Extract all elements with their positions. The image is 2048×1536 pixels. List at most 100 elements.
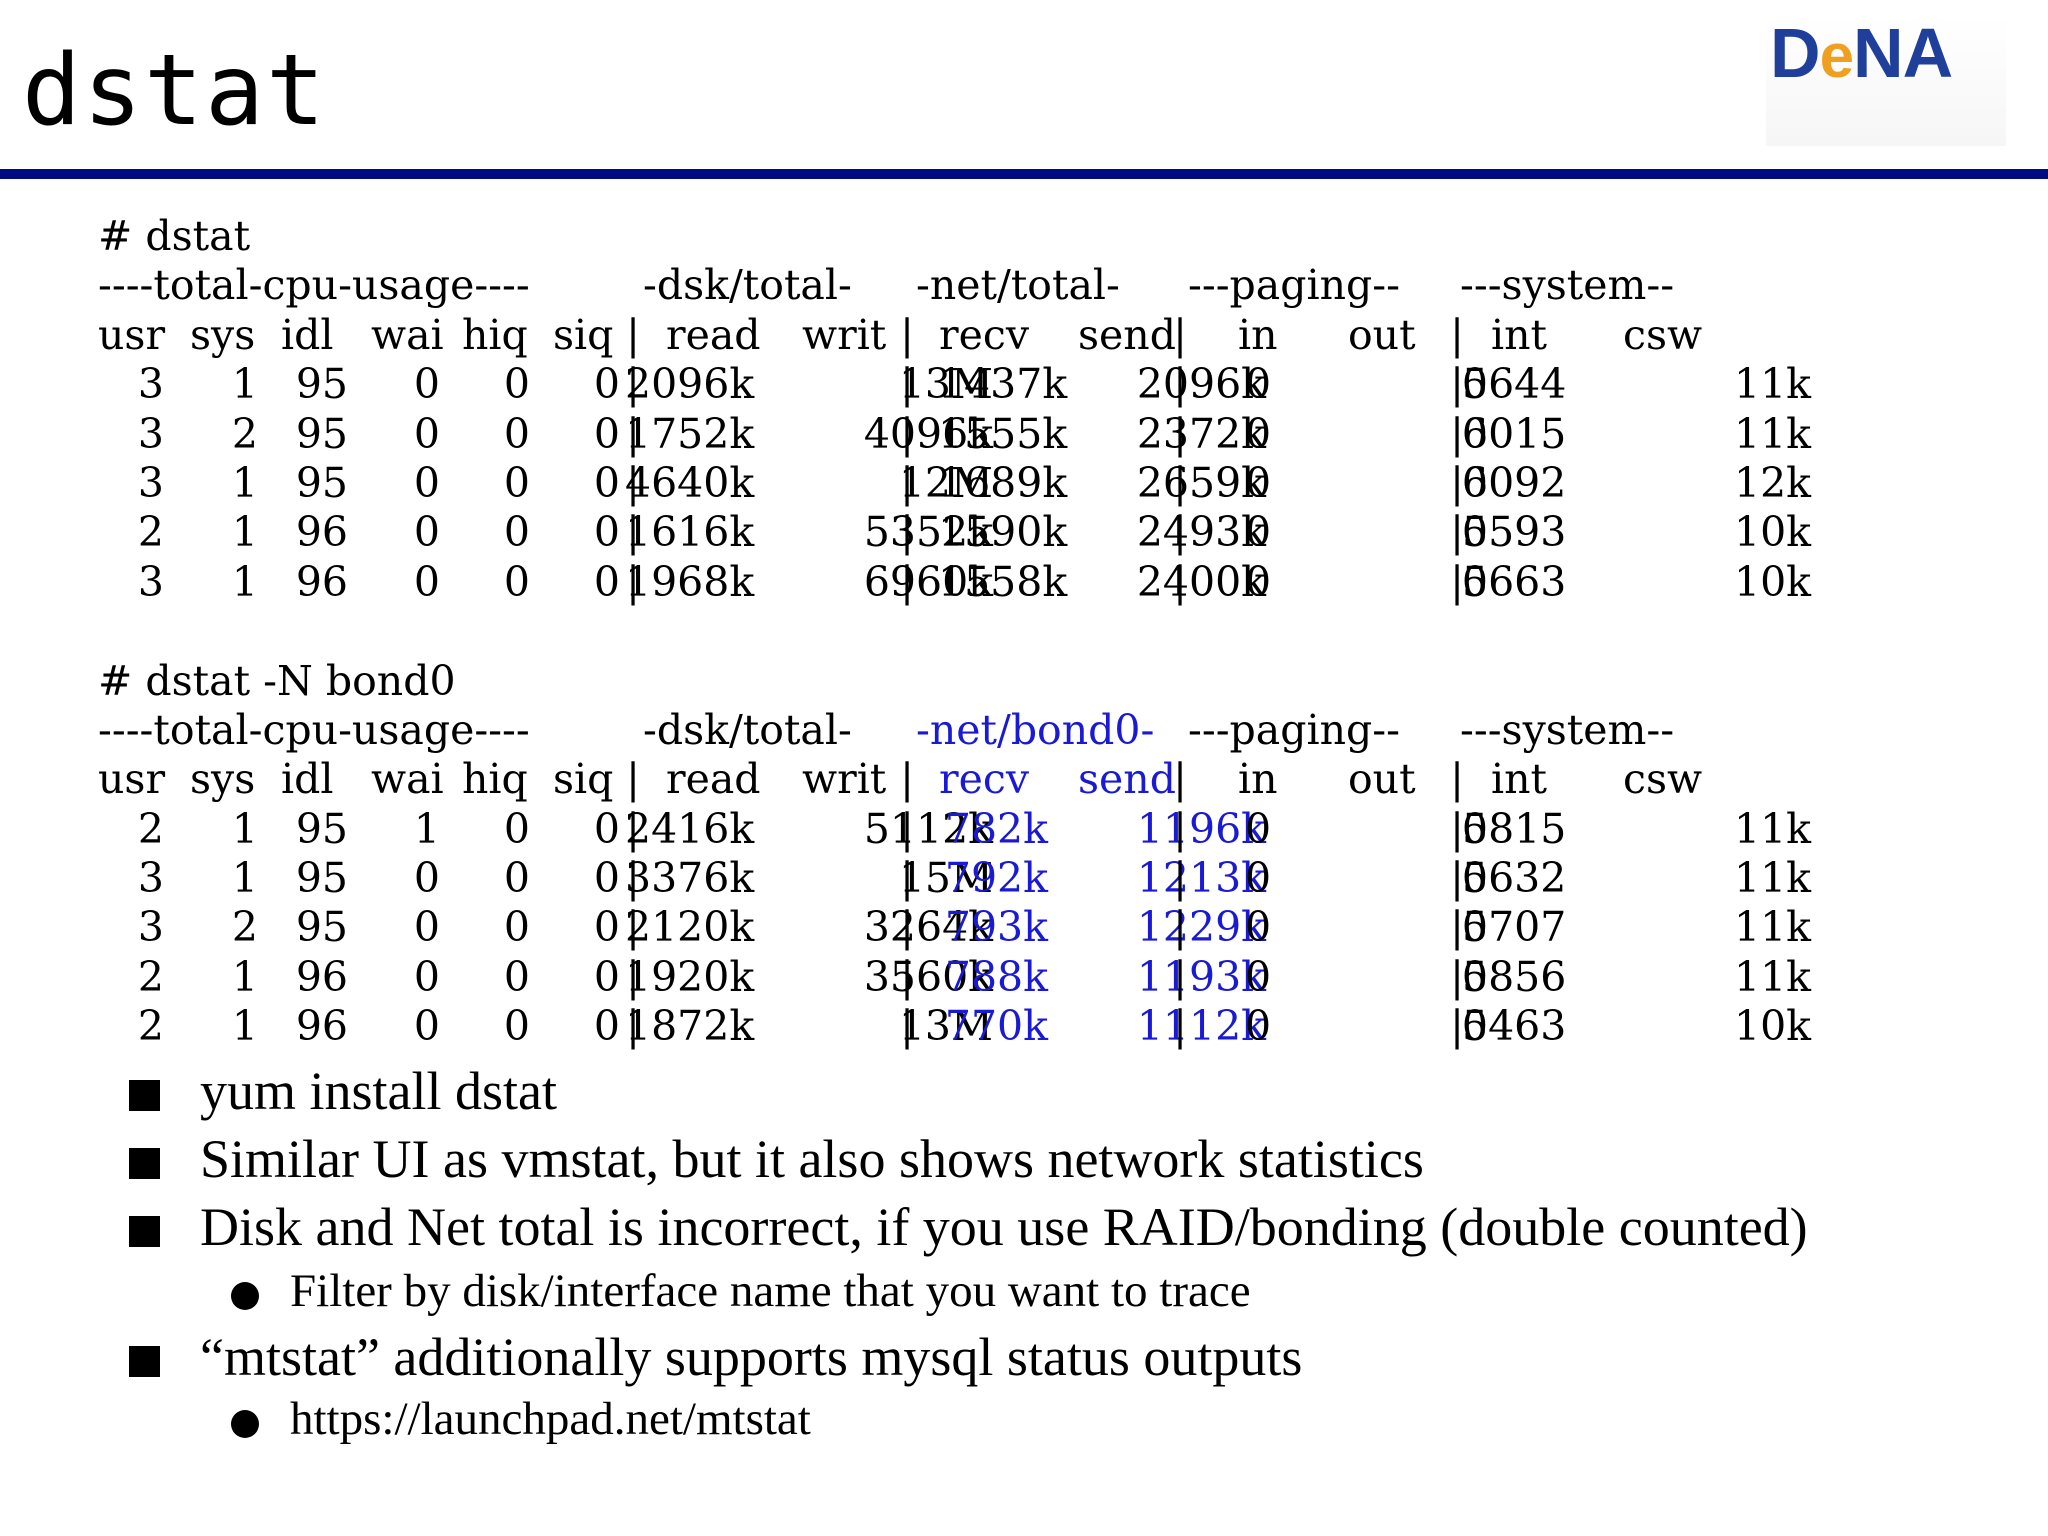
column-separator: | (1173, 903, 1187, 952)
table-cell: 1 (231, 854, 258, 903)
table-cell: 1 (231, 508, 258, 557)
column-separator: | (900, 952, 914, 1001)
column-separator: | (626, 903, 640, 952)
column-header: send (1078, 755, 1176, 804)
table-cell: 3376k (625, 854, 755, 903)
column-group-label: ---system-- (1460, 705, 1675, 754)
square-bullet-icon (129, 1346, 160, 1377)
table-cell: 0 (413, 1002, 440, 1051)
column-header: out (1348, 755, 1416, 804)
sub-bullet-item: Filter by disk/interface name that you w… (290, 1265, 1251, 1317)
table-cell: 0 (503, 360, 530, 409)
table-cell: 1193k (1136, 952, 1266, 1001)
table-cell: 782k (944, 804, 1048, 853)
column-separator: | (626, 854, 640, 903)
column-separator: | (626, 360, 640, 409)
table-cell: 3 (137, 557, 164, 606)
table-cell: 12k (1733, 458, 1811, 507)
table-cell: 95 (295, 409, 348, 458)
table-cell: 5352k (863, 508, 993, 557)
slide-title: dstat (22, 34, 328, 148)
column-separator: | (900, 409, 914, 458)
square-bullet-icon (129, 1148, 160, 1179)
table-cell: 0 (1244, 508, 1272, 557)
table-cell: 10k (1733, 1002, 1811, 1051)
column-separator: | (1450, 903, 1464, 952)
table-cell: 1 (231, 952, 258, 1001)
table-cell: 3560k (863, 952, 993, 1001)
table-cell: 1920k (625, 952, 755, 1001)
column-separator: | (900, 1002, 914, 1051)
table-cell: 5112k (863, 804, 993, 853)
table-cell: 11k (1733, 952, 1811, 1001)
column-separator: | (626, 952, 640, 1001)
table-cell: 1213k (1136, 854, 1266, 903)
table-cell: 2096k (625, 360, 755, 409)
table-cell: 3264k (863, 903, 993, 952)
table-cell: 11k (1733, 854, 1811, 903)
column-header: int (1491, 310, 1547, 359)
table-cell: 0 (1461, 903, 1488, 952)
column-separator: | (1173, 804, 1187, 853)
column-header: read (666, 310, 761, 359)
table-cell: 96 (295, 557, 348, 606)
table-cell: 5644 (1462, 360, 1567, 409)
table-cell: 770k (944, 1002, 1048, 1051)
table-cell: 0 (1461, 1002, 1488, 1051)
column-separator: | (1173, 952, 1187, 1001)
table-cell: 0 (503, 508, 530, 557)
table-cell: 792k (944, 854, 1048, 903)
table-cell: 793k (944, 903, 1048, 952)
column-separator: | (900, 755, 914, 804)
table-cell: 1590k (938, 508, 1068, 557)
table-cell: 0 (503, 458, 530, 507)
column-separator: | (1450, 360, 1464, 409)
table-cell: 2 (231, 903, 258, 952)
table-cell: 0 (1244, 360, 1272, 409)
column-header: writ (802, 310, 887, 359)
column-separator: | (1173, 409, 1187, 458)
column-separator: | (900, 310, 914, 359)
column-header: sys (190, 755, 256, 804)
table-cell: 1229k (1136, 903, 1266, 952)
bullet-item: Disk and Net total is incorrect, if you … (200, 1197, 1808, 1257)
table-cell: 1112k (1136, 1002, 1266, 1051)
table-cell: 11k (1733, 903, 1811, 952)
table-cell: 1968k (625, 557, 755, 606)
table-cell: 10k (1733, 557, 1811, 606)
column-separator: | (1450, 755, 1464, 804)
table-cell: 0 (593, 903, 620, 952)
table-cell: 5593 (1462, 508, 1567, 557)
table-cell: 1 (231, 557, 258, 606)
table-cell: 0 (1244, 804, 1272, 853)
table-cell: 1752k (625, 409, 755, 458)
table-cell: 2 (137, 804, 164, 853)
table-cell: 3 (137, 458, 164, 507)
table-cell: 2120k (625, 903, 755, 952)
column-separator: | (1450, 458, 1464, 507)
table-cell: 0 (1461, 854, 1488, 903)
table-cell: 6015 (1462, 409, 1567, 458)
logo-wordmark: DeNA (1770, 18, 1953, 88)
column-separator: | (1450, 854, 1464, 903)
table-cell: 0 (593, 360, 620, 409)
table-cell: 5663 (1462, 557, 1567, 606)
table-cell: 0 (413, 903, 440, 952)
column-separator: | (900, 854, 914, 903)
table-cell: 13M (898, 1002, 993, 1051)
table-cell: 1616k (625, 508, 755, 557)
column-header: send (1078, 310, 1176, 359)
table-cell: 2400k (1136, 557, 1266, 606)
table-cell: 13M (898, 360, 993, 409)
column-separator: | (626, 458, 640, 507)
table-cell: 6092 (1462, 458, 1567, 507)
table-cell: 2 (137, 508, 164, 557)
table-cell: 0 (413, 409, 440, 458)
round-bullet-icon (231, 1282, 259, 1310)
sub-bullet-item: https://launchpad.net/mtstat (290, 1393, 811, 1445)
table-cell: 1555k (938, 409, 1068, 458)
column-header: read (666, 755, 761, 804)
column-separator: | (1173, 360, 1187, 409)
table-cell: 0 (1244, 557, 1272, 606)
column-separator: | (900, 557, 914, 606)
